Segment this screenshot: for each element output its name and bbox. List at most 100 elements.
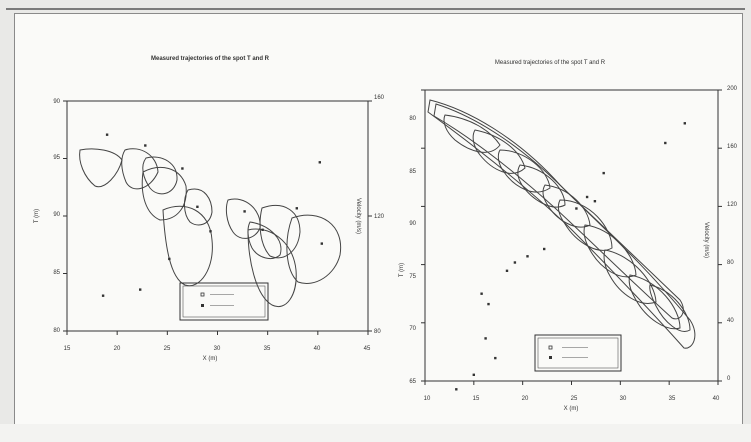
chart-1-y2tick-1: 120	[374, 214, 385, 220]
chart-2-legend-box	[534, 334, 622, 372]
chart-2-point-11	[543, 247, 546, 251]
chart-1-point-12	[168, 257, 171, 261]
chart-2-point-3	[575, 207, 578, 210]
chart-2-xtick-4: 30	[620, 396, 627, 402]
chart-2-ytick-0: 80	[409, 116, 416, 122]
chart-2-y2label: Velocity (m/s)	[703, 222, 709, 258]
chart-1-ylabel: T (m)	[34, 209, 40, 223]
chart-1-xtick-3: 30	[214, 346, 221, 352]
loop-3	[142, 156, 178, 195]
loop-9	[259, 205, 301, 259]
chart-1-y2tick-0: 160	[374, 95, 385, 101]
chart-1-point-2	[181, 167, 184, 170]
chart-2-point-5	[513, 261, 517, 264]
chart-2-y2tick-5: 0	[727, 376, 731, 382]
loop-11	[286, 214, 342, 284]
chart-1-legend	[179, 282, 269, 321]
chart-1-y2tick-2: 80	[374, 329, 381, 335]
chart-2-point-9	[480, 292, 483, 295]
band-12	[649, 284, 691, 332]
chart-1-points	[101, 133, 323, 297]
chart-1-point-7	[295, 207, 298, 210]
band-9	[583, 224, 637, 278]
chart-2-ytick-2: 90	[409, 221, 416, 227]
chart-1-xtick-5: 40	[314, 346, 321, 352]
chart-2-point-10	[487, 302, 490, 306]
chart-2-ytick-5: 65	[409, 379, 416, 385]
loop-8	[247, 221, 282, 259]
chart-1-xtick-1: 20	[114, 346, 121, 352]
band-7	[542, 184, 591, 228]
chart-2-legend	[534, 334, 622, 372]
chart-1-point-5	[243, 210, 246, 213]
chart-2-xtick-2: 20	[522, 396, 529, 402]
chart-1-trajectory-loops	[79, 148, 342, 308]
chart-1-ytick-2: 90	[53, 212, 60, 218]
chart-1-legend-marker-2	[201, 304, 204, 307]
band-1	[427, 99, 696, 349]
band-5	[497, 149, 551, 193]
chart-1-legend-box	[179, 282, 269, 321]
chart-1-point-3	[196, 205, 199, 208]
chart-1-point-10	[101, 294, 105, 297]
chart-2-ytick-1: 85	[409, 169, 416, 175]
chart-1-ytick-1: 85	[53, 270, 60, 276]
chart-2-y2tick-0: 200	[727, 86, 738, 92]
band-4	[472, 129, 526, 174]
chart-1-ytick-0: 80	[53, 328, 60, 334]
chart-1-point-9	[318, 161, 321, 164]
frame-top-edge	[6, 8, 745, 10]
chart-1-legend-marker-1	[200, 292, 205, 297]
chart-2-point-15	[455, 388, 458, 391]
chart-2-point-2	[602, 171, 605, 175]
chart-2-point-0	[683, 122, 686, 125]
chart-2-ytick-4: 70	[409, 326, 416, 332]
band-6	[517, 164, 566, 208]
chart-1-point-1	[144, 144, 147, 147]
chart-2-xlabel: X (m)	[564, 406, 579, 412]
chart-2-legend-marker-2	[549, 356, 552, 359]
chart-2-legend-box-inner	[537, 337, 619, 369]
chart-2-point-6	[505, 269, 509, 272]
chart-2-xtick-3: 25	[571, 396, 578, 402]
chart-2-y2tick-3: 80	[727, 260, 734, 266]
chart-1-point-8	[320, 242, 323, 245]
band-2	[433, 103, 684, 320]
loop-10	[247, 228, 297, 308]
chart-2-title: Measured trajectories of the spot T and …	[495, 60, 606, 66]
chart-2-xtick-6: 40	[713, 396, 720, 402]
chart-2: Measured trajectories of the spot T and …	[399, 60, 738, 412]
chart-2-point-8	[593, 200, 597, 203]
band-8	[557, 199, 613, 251]
chart-2-legend-marker-1	[548, 345, 553, 350]
chart-2-y2tick-4: 40	[727, 318, 734, 324]
chart-2-point-13	[494, 356, 497, 360]
loop-7	[225, 198, 261, 239]
loop-4	[141, 166, 187, 221]
chart-1: Measured trajectories of the spot T and …	[34, 56, 385, 362]
chart-2-point-14	[472, 373, 475, 376]
chart-1-xtick-2: 25	[164, 346, 171, 352]
chart-2-y2tick-1: 160	[727, 144, 738, 150]
band-3	[443, 114, 501, 153]
chart-1-xtick-6: 45	[364, 346, 371, 352]
chart-1-plot-frame	[66, 100, 369, 332]
chart-1-point-6	[261, 228, 264, 231]
chart-2-ytick-3: 75	[409, 274, 416, 280]
chart-1-xtick-4: 35	[264, 346, 271, 352]
loop-6	[162, 205, 213, 287]
chart-1-xtick-0: 15	[64, 346, 71, 352]
chart-1-xlabel: X (m)	[203, 356, 218, 362]
chart-2-point-1	[664, 141, 667, 145]
chart-2-point-7	[585, 195, 589, 199]
chart-2-xtick-5: 35	[669, 396, 676, 402]
chart-1-ytick-3: 95	[53, 155, 60, 161]
chart-2-ylabel: T (m)	[399, 263, 405, 277]
chart-2-trajectory-loops	[427, 99, 696, 349]
chart-2-points	[455, 122, 686, 391]
loop-2	[121, 148, 159, 190]
chart-2-y2tick-2: 120	[727, 202, 738, 208]
band-11	[628, 274, 681, 330]
chart-1-y2label: Velocity (m/s)	[355, 198, 361, 234]
